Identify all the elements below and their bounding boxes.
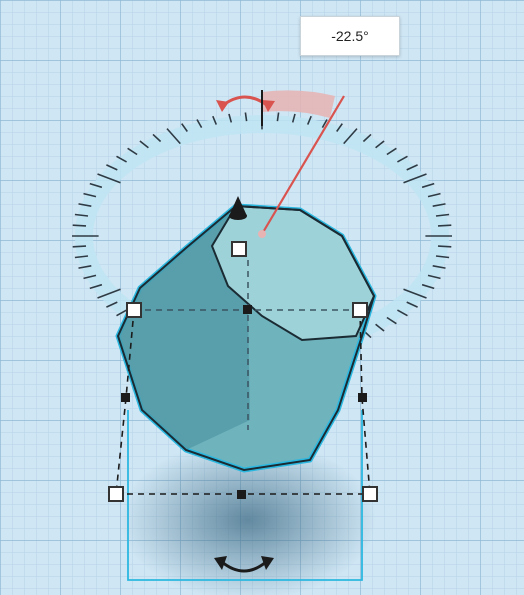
- right-edge-small-handle[interactable]: [358, 393, 367, 402]
- rotation-tick: [375, 140, 385, 149]
- rotation-tick: [403, 288, 427, 299]
- rotation-tick: [106, 301, 118, 308]
- rotation-tick: [181, 123, 188, 132]
- shape-shaded-face: [118, 206, 250, 450]
- rotation-tick: [343, 128, 358, 145]
- rotation-tick: [106, 164, 118, 171]
- rotation-tick: [72, 224, 87, 227]
- rotation-tick: [139, 140, 149, 149]
- rotation-tick: [386, 316, 397, 325]
- left-edge-small-handle[interactable]: [121, 393, 130, 402]
- rotation-tick: [228, 113, 233, 123]
- double-arrow-rotate-icon[interactable]: [216, 95, 275, 112]
- rotation-tick: [397, 155, 408, 163]
- rotation-tick: [427, 274, 441, 280]
- rotation-tick: [116, 309, 127, 317]
- rotation-tick: [212, 115, 218, 125]
- rotation-tick: [244, 112, 248, 122]
- rotation-tick: [196, 119, 203, 128]
- rotation-tick: [276, 112, 280, 122]
- rotation-tick: [152, 133, 162, 143]
- rotation-tick: [421, 182, 435, 189]
- rotation-tick: [406, 301, 418, 308]
- rotation-tick: [116, 155, 127, 163]
- left-mid-handle[interactable]: [126, 302, 142, 318]
- rotation-tick: [437, 224, 452, 227]
- rotation-tick: [97, 173, 121, 184]
- height-handle[interactable]: [231, 241, 247, 257]
- rotation-tick: [166, 128, 181, 145]
- rotation-tick: [336, 123, 343, 132]
- rotation-sweep-arc: [262, 90, 335, 118]
- rotation-tick: [421, 283, 435, 290]
- rotation-tick: [432, 265, 446, 269]
- cone-lift-icon[interactable]: [229, 196, 247, 220]
- rotation-tick: [78, 203, 92, 207]
- object-shadow: [120, 440, 376, 595]
- rotation-tick: [127, 147, 138, 156]
- rotation-tick: [83, 274, 97, 280]
- rotation-tick: [83, 192, 97, 198]
- rotation-pointer-pivot: [258, 230, 266, 238]
- bottom-right-corner-handle[interactable]: [362, 486, 378, 502]
- rotation-tick: [74, 255, 89, 259]
- rotation-tick: [435, 213, 450, 217]
- shape-edges: [116, 204, 376, 472]
- bottom-left-corner-handle[interactable]: [108, 486, 124, 502]
- rotation-tick: [403, 173, 427, 184]
- rotation-tick: [74, 213, 89, 217]
- rotation-angle-readout: -22.5°: [300, 16, 400, 56]
- bottom-rotate-handle[interactable]: [214, 556, 274, 573]
- rotation-tick: [306, 115, 312, 125]
- rotation-tick: [97, 288, 121, 299]
- rotation-tick: [89, 283, 103, 290]
- rotation-tick: [397, 309, 408, 317]
- bottom-center-handle[interactable]: [237, 490, 246, 499]
- rotation-tick: [291, 113, 296, 123]
- rotation-tick: [321, 119, 328, 128]
- rotation-tick: [432, 203, 446, 207]
- rotation-tick: [435, 255, 450, 259]
- rotation-tick: [78, 265, 92, 269]
- right-mid-handle[interactable]: [352, 302, 368, 318]
- rotation-tick: [89, 182, 103, 189]
- rotation-tick: [427, 192, 441, 198]
- rotation-pointer-line: [261, 95, 345, 235]
- rotation-tick: [362, 133, 372, 143]
- rotation-tick: [406, 164, 418, 171]
- rotation-tick: [386, 147, 397, 156]
- rotation-tick: [375, 323, 385, 332]
- rotation-tick: [437, 245, 452, 248]
- center-top-handle[interactable]: [243, 305, 252, 314]
- rotation-tick: [72, 245, 87, 248]
